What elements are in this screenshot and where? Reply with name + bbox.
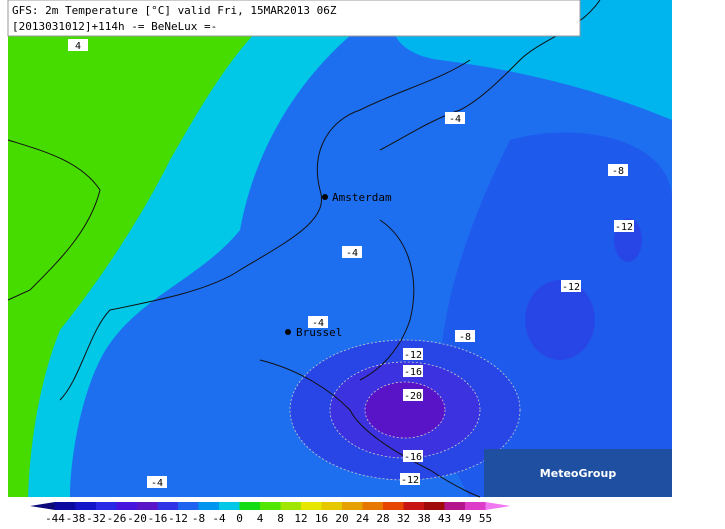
colorbar: -44 -38 -32 -26 -20 -16 -12 -8 -4 0 4 8 12 16 20 24 28 32… xyxy=(30,502,511,525)
contour-label: -12 xyxy=(401,475,419,486)
colorbar-segment xyxy=(178,502,199,510)
contour-label: -12 xyxy=(562,282,580,293)
contour-label-box xyxy=(561,280,581,292)
contour-label: -12 xyxy=(404,350,422,361)
colorbar-segment xyxy=(301,502,322,510)
contour-label-box xyxy=(147,476,167,488)
contour-label: -20 xyxy=(404,391,422,402)
contour-label: 4 xyxy=(75,41,81,52)
colorbar-segment xyxy=(444,502,466,510)
logo: MeteoGroup xyxy=(540,467,617,480)
colorbar-tick-label: 24 xyxy=(356,512,370,525)
colorbar-segment xyxy=(321,502,343,510)
colorbar-segment xyxy=(342,502,363,510)
colorbar-tick-label: 55 xyxy=(479,512,492,525)
colorbar-segment xyxy=(116,502,138,510)
city-label: Amsterdam xyxy=(332,191,392,204)
colorbar-tick-label: 28 xyxy=(376,512,389,525)
contour-label-box xyxy=(455,330,475,342)
city-marker xyxy=(285,329,291,335)
colorbar-tick-label: 0 xyxy=(236,512,243,525)
contour-label-box xyxy=(403,365,423,377)
colorbar-tick-label: 16 xyxy=(315,512,328,525)
colorbar-arrow xyxy=(30,502,55,510)
green-zone xyxy=(8,0,290,497)
colorbar-tick-label: -32 xyxy=(86,512,106,525)
cold-core-inner xyxy=(365,382,445,438)
contour-label-box xyxy=(403,348,423,360)
colorbar-tick-label: 49 xyxy=(458,512,471,525)
colorbar-segment xyxy=(219,502,240,510)
logo-box xyxy=(484,449,672,497)
colorbar-tick-label: -26 xyxy=(107,512,127,525)
contour-label: -16 xyxy=(404,367,422,378)
colorbar-tick-label: 32 xyxy=(397,512,410,525)
city-label: Brussel xyxy=(296,326,342,339)
header-line: [2013031012]+114h -= BeNeLux =- xyxy=(12,20,217,33)
colorbar-segment xyxy=(362,502,384,510)
contour-label: -4 xyxy=(346,248,358,259)
header-line: GFS: 2m Temperature [°C] valid Fri, 15MA… xyxy=(12,4,337,17)
colorbar-tick-label: -20 xyxy=(127,512,147,525)
colorbar-segment xyxy=(239,502,261,510)
contour-label: -16 xyxy=(404,452,422,463)
colorbar-tick-label: -44 xyxy=(45,512,65,525)
colorbar-segment xyxy=(403,502,425,510)
contour-label-box xyxy=(68,39,88,51)
colorbar-tick-label: -4 xyxy=(212,512,226,525)
contour-label: -8 xyxy=(612,166,624,177)
contour-label-box xyxy=(308,316,328,328)
colorbar-segment xyxy=(96,502,117,510)
contour-label-box xyxy=(614,220,634,232)
cold-patch xyxy=(525,280,595,360)
colorbar-tick-label: 8 xyxy=(277,512,284,525)
header-box xyxy=(7,0,581,37)
colorbar-tick-label: -38 xyxy=(66,512,86,525)
colorbar-tick-label: 38 xyxy=(417,512,430,525)
colorbar-segment xyxy=(383,502,404,510)
contour-label: -4 xyxy=(312,318,324,329)
colorbar-tick-label: 43 xyxy=(438,512,451,525)
contour-label: -12 xyxy=(615,222,633,233)
contour-label-box xyxy=(342,246,362,258)
colorbar-segment xyxy=(137,502,158,510)
colorbar-segment xyxy=(424,502,445,510)
contour-label-box xyxy=(403,450,423,462)
contour-label: -8 xyxy=(459,332,471,343)
colorbar-tick-label: 20 xyxy=(335,512,348,525)
colorbar-segment xyxy=(75,502,97,510)
contour-label: -4 xyxy=(151,478,163,489)
contour-labels: 4 -4 -8 -12 -4 -12 -4 -8 -12 -16 -20 -16 -12 -4 xyxy=(68,39,634,489)
colorbar-segment xyxy=(157,502,179,510)
colorbar-segment xyxy=(260,502,281,510)
contour-label-box xyxy=(445,112,465,124)
colorbar-tick-label: 4 xyxy=(257,512,264,525)
colorbar-tick-label: -16 xyxy=(148,512,168,525)
colorbar-segment xyxy=(280,502,302,510)
city-marker xyxy=(322,194,328,200)
colorbar-tick-label: -8 xyxy=(192,512,205,525)
colorbar-tick-label: 12 xyxy=(294,512,307,525)
colorbar-segment xyxy=(55,502,76,510)
colorbar-segment xyxy=(198,502,220,510)
contour-label-box xyxy=(400,473,420,485)
contour-label-box xyxy=(608,164,628,176)
contour-label-box xyxy=(403,389,423,401)
colorbar-tick-label: -12 xyxy=(168,512,188,525)
colorbar-arrow xyxy=(485,502,511,510)
contour-label: -4 xyxy=(449,114,461,125)
colorbar-segment xyxy=(465,502,486,510)
